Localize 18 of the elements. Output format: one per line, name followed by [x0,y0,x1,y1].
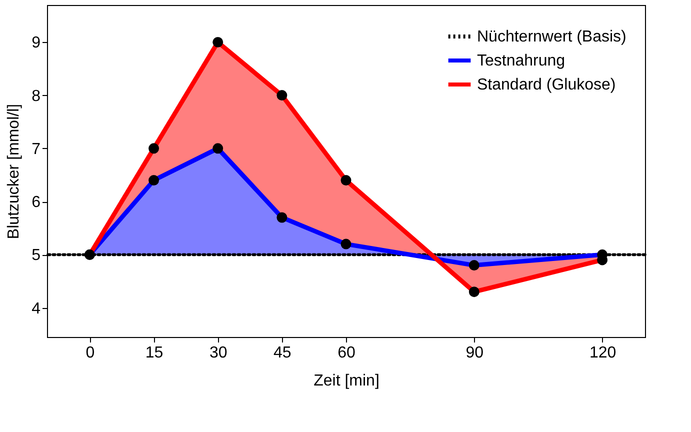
x-tick-label: 60 [338,344,356,362]
y-axis-title: Blutzucker [mmol/l] [6,104,23,240]
x-tick-label: 90 [466,344,484,362]
legend-label: Nüchternwert (Basis) [477,28,626,46]
y-tick-label: 4 [32,300,41,318]
y-tick-label: 6 [32,194,41,212]
x-tick-label: 120 [589,344,616,362]
x-tick-label: 30 [209,344,228,362]
x-tick-label: 0 [86,344,95,362]
x-tick-label: 45 [274,344,292,362]
y-tick-label: 7 [32,140,41,158]
legend-label: Testnahrung [477,52,566,70]
y-tick-label: 8 [32,88,41,105]
y-tick-label: 9 [32,34,41,52]
y-tick-label: 5 [32,247,41,264]
x-tick-label: 15 [145,344,164,362]
legend-label: Standard (Glukose) [477,76,616,94]
x-axis-title: Zeit [min] [314,372,380,390]
